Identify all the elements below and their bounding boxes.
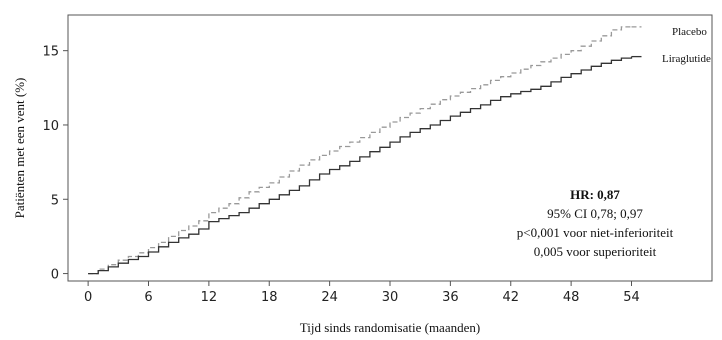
y-tick-label-0: 0 [51, 268, 59, 283]
legend-label-liraglutide: Liraglutide [662, 53, 711, 65]
p-superiority-label: 0,005 voor superioriteit [534, 244, 657, 259]
x-tick-label-24: 24 [321, 290, 338, 305]
y-tick-label-10: 10 [42, 119, 59, 134]
series-placebo-line [88, 26, 632, 275]
ci-label: 95% CI 0,78; 0,97 [547, 206, 643, 221]
x-tick-label-6: 6 [144, 290, 152, 305]
x-tick-label-18: 18 [261, 290, 278, 305]
tick-group: 0 6 12 18 24 30 36 42 48 54 0 5 10 15 [42, 45, 639, 305]
x-tick-label-36: 36 [442, 290, 459, 305]
y-axis-title: Patiënten met een vent (%) [12, 78, 27, 219]
p-noninferiority-label: p<0,001 voor niet-inferioriteit [517, 225, 674, 240]
legend-label-placebo: Placebo [672, 26, 707, 38]
x-tick-label-30: 30 [382, 290, 399, 305]
plot-frame [67, 14, 713, 282]
x-tick-label-48: 48 [563, 290, 580, 305]
series-liraglutide-line [88, 56, 633, 275]
series-group [88, 26, 642, 275]
y-tick-label-15: 15 [42, 45, 59, 60]
x-axis-title: Tijd sinds randomisatie (maanden) [300, 320, 480, 335]
x-tick-label-12: 12 [201, 290, 218, 305]
x-tick-label-42: 42 [502, 290, 519, 305]
x-tick-label-0: 0 [84, 290, 92, 305]
hr-label: HR: 0,87 [570, 187, 620, 202]
y-tick-label-5: 5 [51, 193, 59, 208]
x-tick-label-54: 54 [623, 290, 640, 305]
